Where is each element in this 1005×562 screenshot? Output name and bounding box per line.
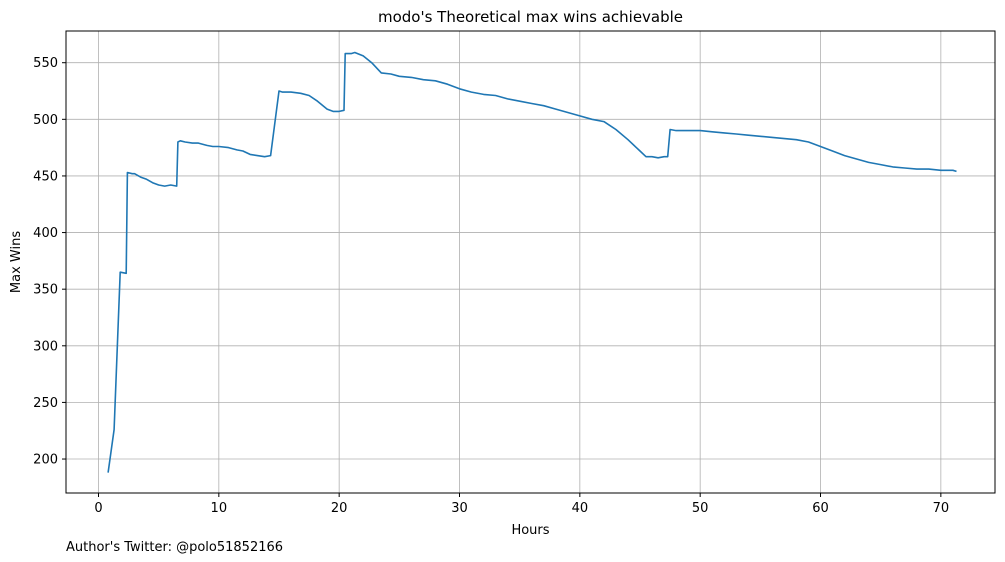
x-tick-label: 70: [933, 501, 950, 516]
y-axis-ticks: 200 250 300 350 400 450 500 550: [33, 56, 66, 468]
x-tick-label: 60: [812, 501, 829, 516]
series-layer: [107, 51, 957, 473]
y-axis-title: Max Wins: [9, 231, 24, 293]
chart-title: modo's Theoretical max wins achievable: [378, 8, 683, 26]
y-tick-label: 250: [33, 396, 58, 411]
y-tick-label: 450: [33, 169, 58, 184]
y-tick-label: 400: [33, 226, 58, 241]
series-line: [107, 51, 957, 473]
x-axis-title: Hours: [511, 523, 549, 538]
grid-lines: [66, 31, 995, 493]
x-tick-label: 0: [94, 501, 102, 516]
x-tick-label: 10: [211, 501, 228, 516]
y-tick-label: 200: [33, 453, 58, 468]
y-tick-label: 300: [33, 339, 58, 354]
x-tick-label: 20: [331, 501, 348, 516]
plot-area-frame: [65, 30, 996, 494]
x-tick-label: 50: [692, 501, 709, 516]
x-tick-label: 30: [451, 501, 468, 516]
y-tick-label: 550: [33, 56, 58, 71]
author-footnote: Author's Twitter: @polo51852166: [66, 540, 283, 555]
x-axis-ticks: 0 10 20 30 40 50 60 70: [94, 493, 949, 516]
x-tick-label: 40: [572, 501, 589, 516]
y-tick-label: 500: [33, 113, 58, 128]
y-tick-label: 350: [33, 283, 58, 298]
